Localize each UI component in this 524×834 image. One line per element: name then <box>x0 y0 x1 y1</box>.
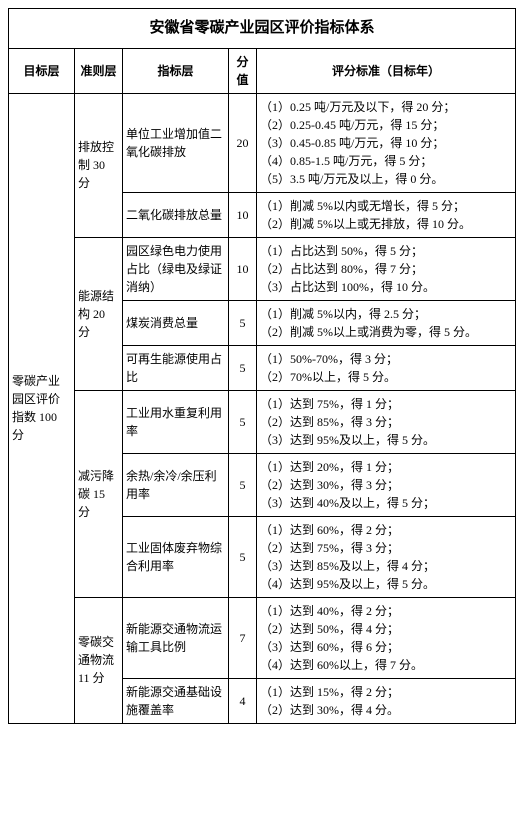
indicator-cell: 单位工业增加值二氧化碳排放 <box>123 93 229 192</box>
criteria-cell: 排放控制 30 分 <box>75 93 123 237</box>
score-cell: 7 <box>229 597 257 678</box>
table-row: 能源结构 20 分 园区绿色电力使用占比（绿电及绿证消纳） 10 （1）占比达到… <box>9 237 516 300</box>
header-standard: 评分标准（目标年） <box>257 48 516 93</box>
standard-cell: （1）达到 60%，得 2 分；（2）达到 75%，得 3 分；（3）达到 85… <box>257 516 516 597</box>
score-cell: 5 <box>229 453 257 516</box>
indicator-cell: 新能源交通基础设施覆盖率 <box>123 678 229 723</box>
standard-cell: （1）达到 40%，得 2 分；（2）达到 50%，得 4 分；（3）达到 60… <box>257 597 516 678</box>
standard-cell: （1）0.25 吨/万元及以下，得 20 分；（2）0.25-0.45 吨/万元… <box>257 93 516 192</box>
score-cell: 5 <box>229 345 257 390</box>
header-criteria: 准则层 <box>75 48 123 93</box>
score-cell: 10 <box>229 192 257 237</box>
standard-cell: （1）达到 75%，得 1 分；（2）达到 85%，得 3 分；（3）达到 95… <box>257 390 516 453</box>
table-row: 零碳交通物流 11 分 新能源交通物流运输工具比例 7 （1）达到 40%，得 … <box>9 597 516 678</box>
indicator-cell: 煤炭消费总量 <box>123 300 229 345</box>
title-row: 安徽省零碳产业园区评价指标体系 <box>9 9 516 49</box>
evaluation-table: 安徽省零碳产业园区评价指标体系 目标层 准则层 指标层 分值 评分标准（目标年）… <box>8 8 516 724</box>
indicator-cell: 工业固体废弃物综合利用率 <box>123 516 229 597</box>
standard-cell: （1）达到 15%，得 2 分；（2）达到 30%，得 4 分。 <box>257 678 516 723</box>
score-cell: 20 <box>229 93 257 192</box>
criteria-cell: 零碳交通物流 11 分 <box>75 597 123 723</box>
indicator-cell: 园区绿色电力使用占比（绿电及绿证消纳） <box>123 237 229 300</box>
indicator-cell: 可再生能源使用占比 <box>123 345 229 390</box>
header-goal: 目标层 <box>9 48 75 93</box>
score-cell: 4 <box>229 678 257 723</box>
indicator-cell: 新能源交通物流运输工具比例 <box>123 597 229 678</box>
table-row: 减污降碳 15 分 工业用水重复利用率 5 （1）达到 75%，得 1 分；（2… <box>9 390 516 453</box>
indicator-cell: 二氧化碳排放总量 <box>123 192 229 237</box>
indicator-cell: 余热/余冷/余压利用率 <box>123 453 229 516</box>
indicator-cell: 工业用水重复利用率 <box>123 390 229 453</box>
table-row: 零碳产业园区评价指数 100 分 排放控制 30 分 单位工业增加值二氧化碳排放… <box>9 93 516 192</box>
score-cell: 5 <box>229 390 257 453</box>
score-cell: 10 <box>229 237 257 300</box>
criteria-cell: 减污降碳 15 分 <box>75 390 123 597</box>
standard-cell: （1）占比达到 50%，得 5 分；（2）占比达到 80%，得 7 分；（3）占… <box>257 237 516 300</box>
standard-cell: （1）削减 5%以内或无增长，得 5 分；（2）削减 5%以上或无排放，得 10… <box>257 192 516 237</box>
header-row: 目标层 准则层 指标层 分值 评分标准（目标年） <box>9 48 516 93</box>
header-indicator: 指标层 <box>123 48 229 93</box>
standard-cell: （1）达到 20%，得 1 分；（2）达到 30%，得 3 分；（3）达到 40… <box>257 453 516 516</box>
standard-cell: （1）50%-70%，得 3 分；（2）70%以上，得 5 分。 <box>257 345 516 390</box>
standard-cell: （1）削减 5%以内，得 2.5 分；（2）削减 5%以上或消费为零，得 5 分… <box>257 300 516 345</box>
score-cell: 5 <box>229 300 257 345</box>
criteria-cell: 能源结构 20 分 <box>75 237 123 390</box>
header-score: 分值 <box>229 48 257 93</box>
score-cell: 5 <box>229 516 257 597</box>
table-title: 安徽省零碳产业园区评价指标体系 <box>9 9 516 49</box>
goal-cell: 零碳产业园区评价指数 100 分 <box>9 93 75 723</box>
